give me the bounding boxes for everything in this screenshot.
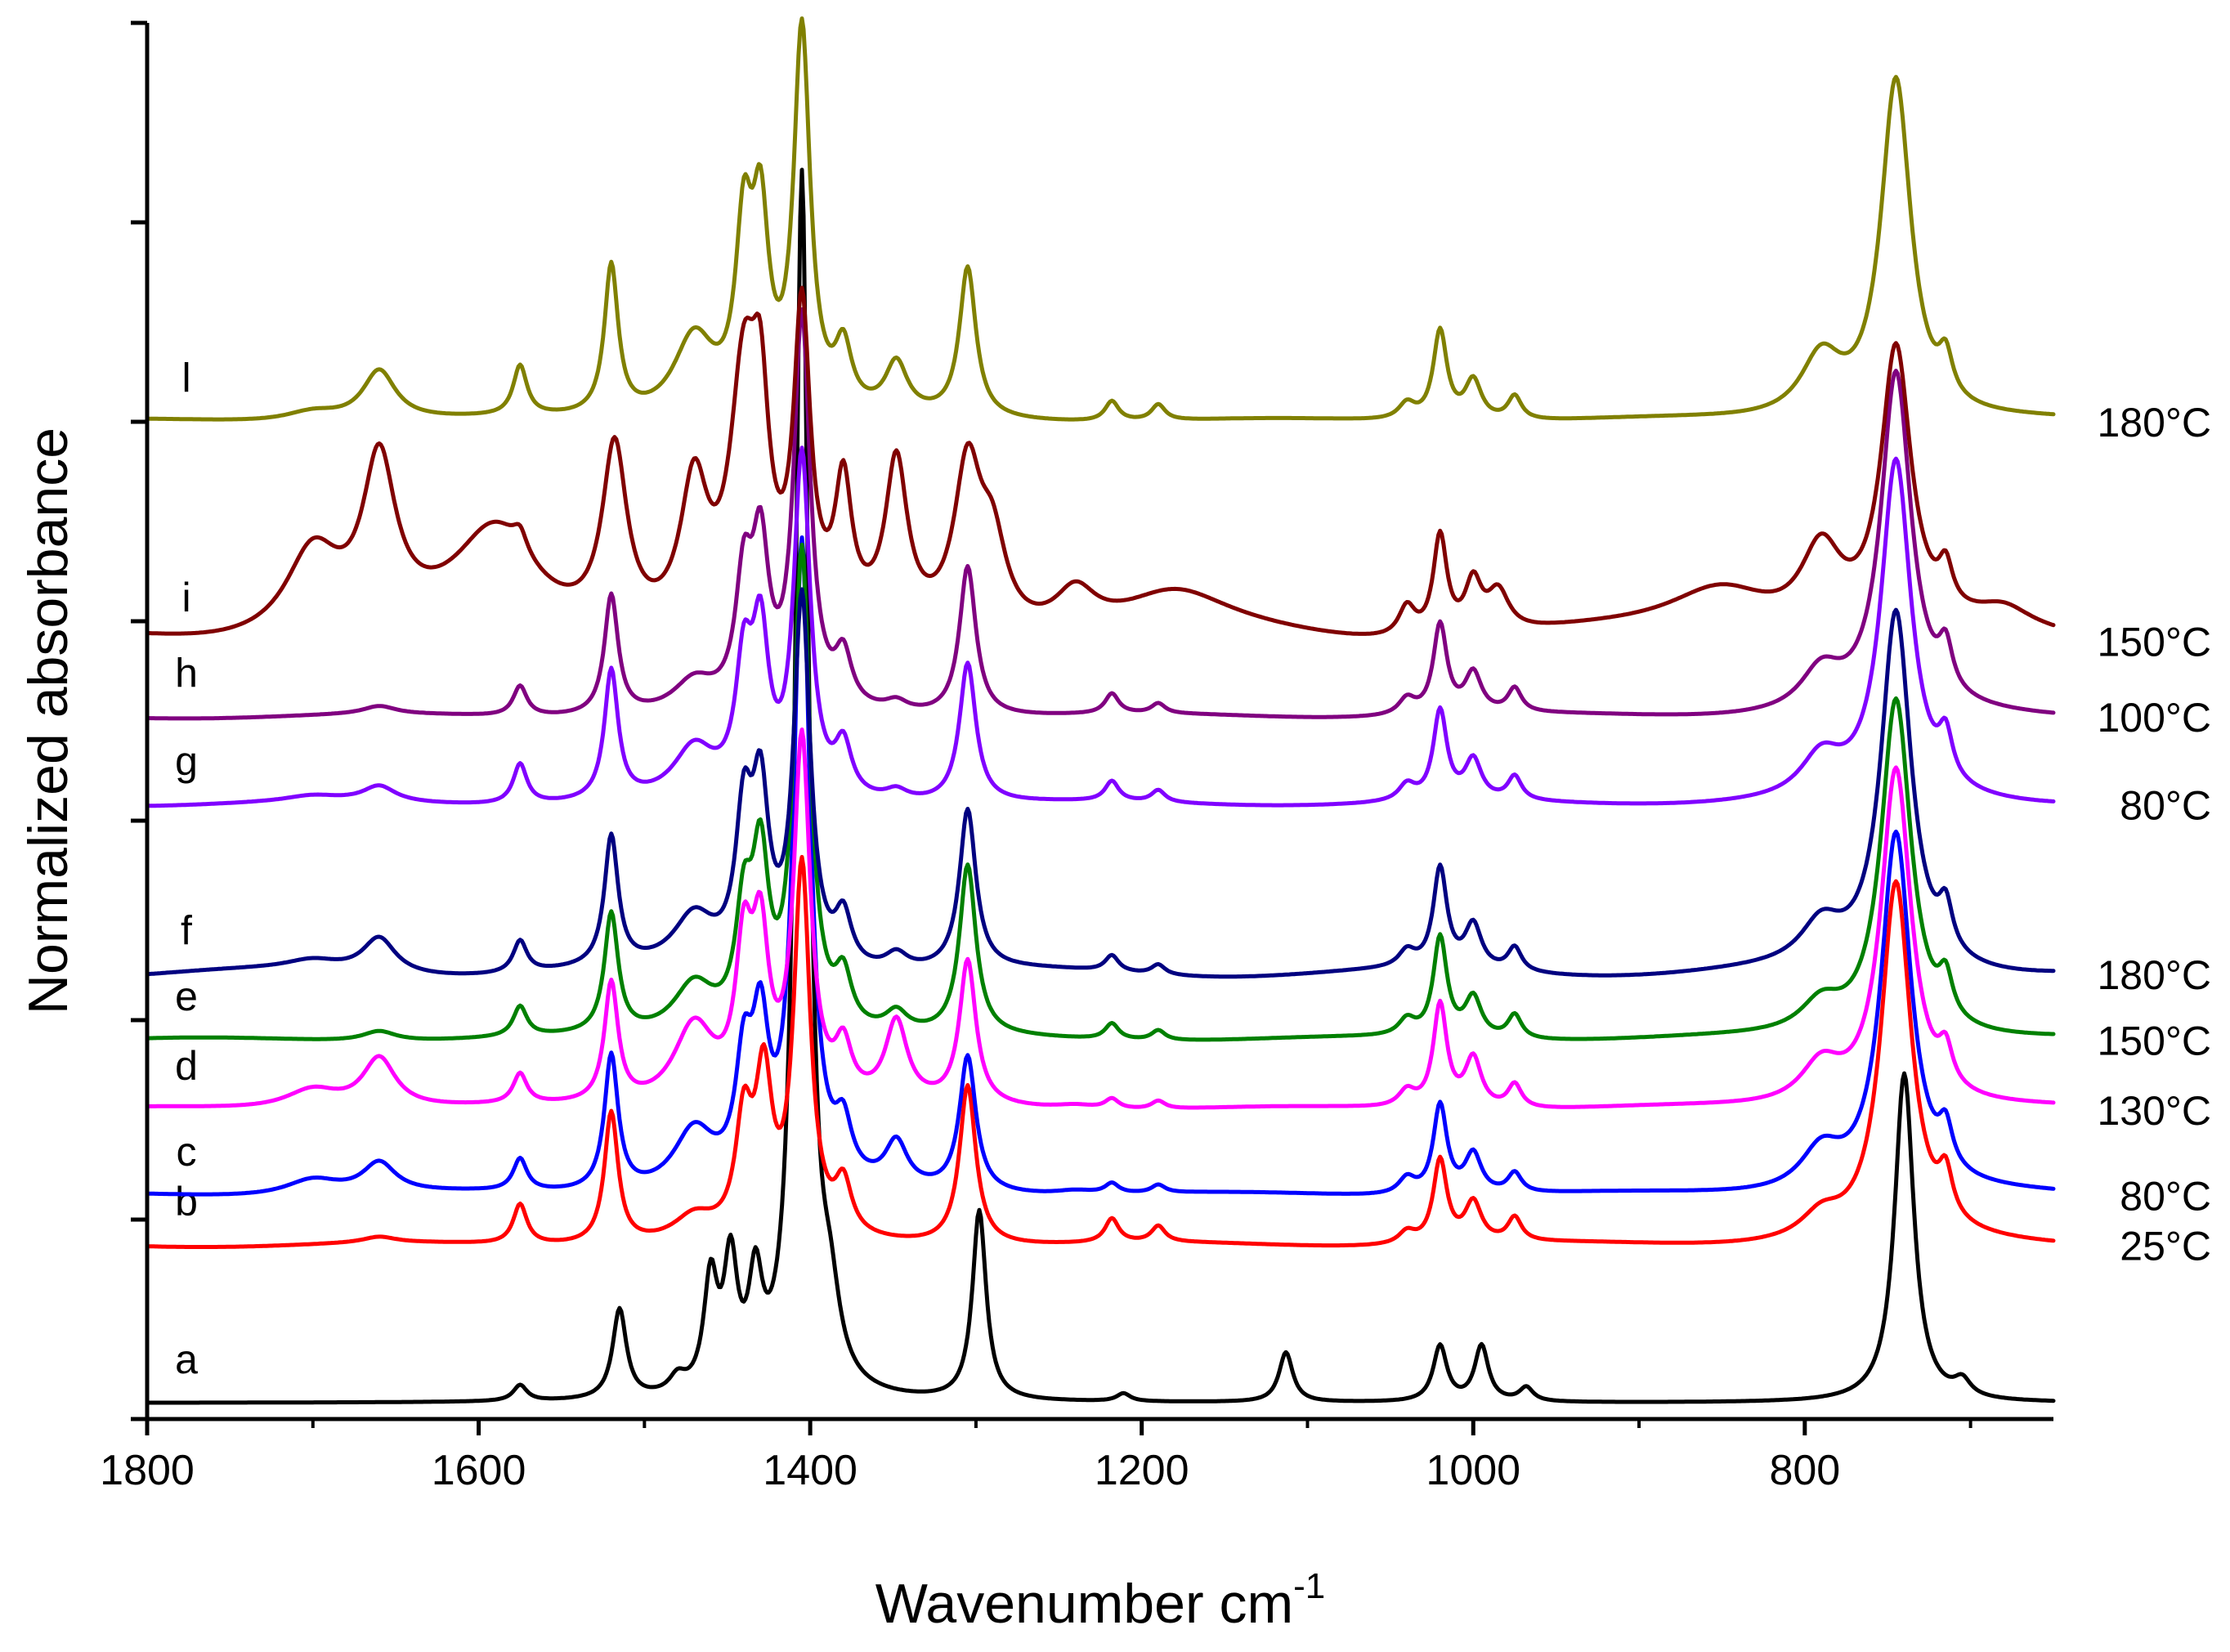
spectrum-line-f xyxy=(145,587,2056,979)
y-axis-title: Normalized absorbance xyxy=(17,428,79,1014)
x-tick-label: 1600 xyxy=(432,1447,526,1494)
series-label-l: l xyxy=(181,355,190,401)
series-label-c: c xyxy=(177,1129,197,1175)
series-temperature-e: 150°C xyxy=(2097,1018,2211,1063)
x-tick-label: 1000 xyxy=(1426,1447,1520,1494)
x-tick-label: 1400 xyxy=(763,1447,858,1494)
series-temperature-d: 130°C xyxy=(2097,1088,2211,1134)
series-temperature-b: 25°C xyxy=(2120,1224,2211,1269)
spectrum-line-g xyxy=(145,445,2056,808)
series-label-d: d xyxy=(175,1043,198,1089)
series-label-f: f xyxy=(181,907,192,953)
series-label-h: h xyxy=(175,651,198,696)
series-label-b: b xyxy=(175,1179,198,1224)
series-label-g: g xyxy=(175,738,198,784)
x-tick-label: 1200 xyxy=(1095,1447,1189,1494)
labels-layer: Wavenumber cm-1 Normalized absorbance xyxy=(17,428,1325,1635)
series-label-e: e xyxy=(175,974,198,1019)
spectrum-line-a xyxy=(145,168,2056,1405)
series-label-a: a xyxy=(175,1336,198,1382)
spectrum-line-d xyxy=(145,728,2056,1110)
spectrum-line-l xyxy=(145,16,2056,422)
x-axis-title-superscript: -1 xyxy=(1293,1566,1325,1606)
spectrum-line-h xyxy=(145,307,2056,721)
ticks-layer: 1800 1600 1400 1200 1000 800 xyxy=(100,20,1973,1494)
series-temperature-i: 150°C xyxy=(2097,619,2211,665)
x-axis-title: Wavenumber cm-1 xyxy=(875,1566,1326,1635)
series-temperature-l: 180°C xyxy=(2097,400,2211,445)
axes-layer xyxy=(145,23,2053,1421)
series-layer: a b 25°C c 80°C d 130°C e 150°C f 180°C g 80°C h 100°C… xyxy=(145,16,2211,1405)
series-temperature-h: 100°C xyxy=(2097,695,2211,741)
x-tick-label: 1800 xyxy=(100,1447,195,1494)
series-label-i: i xyxy=(181,575,190,620)
spectrum-line-e xyxy=(145,542,2056,1042)
series-temperature-f: 180°C xyxy=(2097,952,2211,998)
spectrum-line-c xyxy=(145,535,2056,1197)
series-temperature-g: 80°C xyxy=(2120,782,2211,828)
series-temperature-c: 80°C xyxy=(2120,1174,2211,1220)
spectrum-line-i xyxy=(145,285,2056,636)
spectrum-line-b xyxy=(145,854,2056,1249)
x-tick-label: 800 xyxy=(1769,1447,1840,1494)
